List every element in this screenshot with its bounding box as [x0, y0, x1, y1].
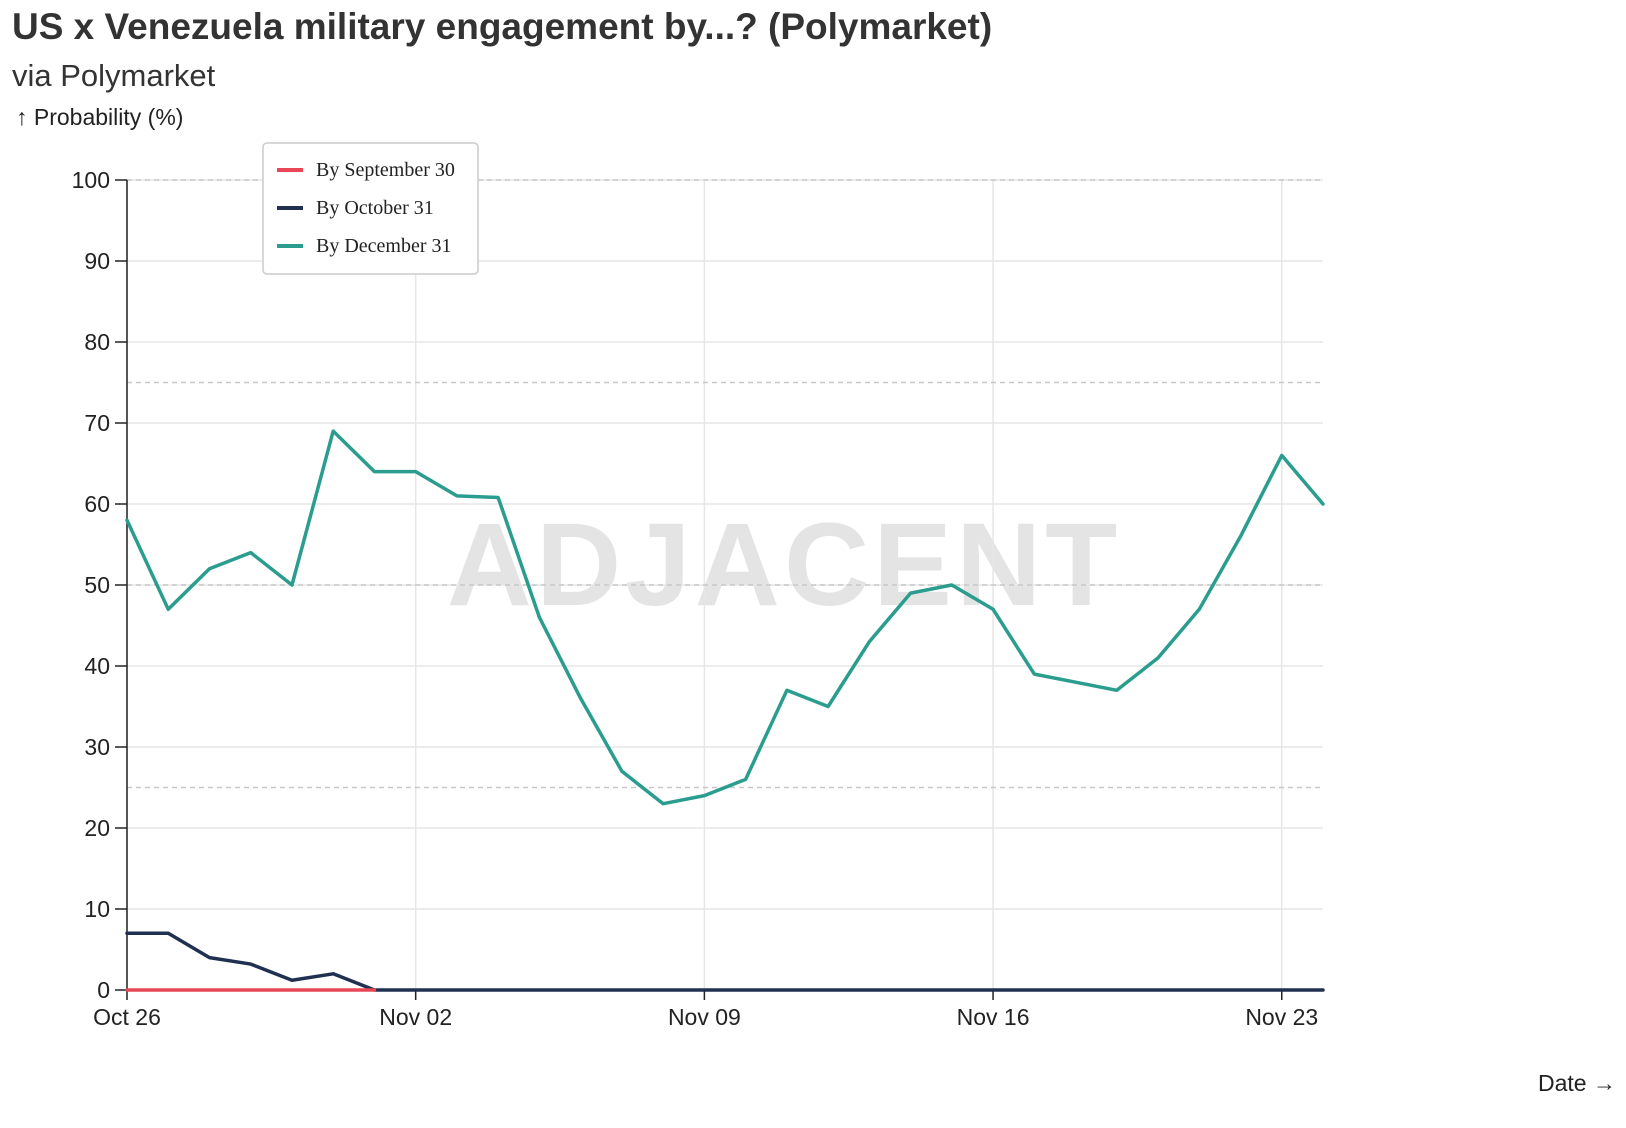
x-tick-label: Nov 09 [668, 1004, 741, 1030]
y-axis-label: ↑ Probability (%) [16, 104, 184, 130]
x-tick-label: Nov 16 [957, 1004, 1030, 1030]
x-tick-label: Nov 23 [1245, 1004, 1318, 1030]
y-tick-label: 60 [84, 491, 110, 517]
y-tick-label: 0 [97, 977, 110, 1003]
x-axis-label: Date → [1538, 1070, 1616, 1096]
legend-label: By December 31 [316, 235, 452, 257]
legend-box [262, 142, 479, 275]
y-tick-label: 100 [72, 167, 110, 193]
chart-title: US x Venezuela military engagement by...… [12, 6, 993, 47]
legend-label: By October 31 [316, 197, 434, 219]
y-tick-label: 20 [84, 815, 110, 841]
x-tick-label: Nov 02 [379, 1004, 452, 1030]
series-line-by-december-31 [125, 429, 1325, 806]
y-tick-label: 10 [84, 896, 110, 922]
y-tick-label: 30 [84, 734, 110, 760]
chart-subtitle: via Polymarket [12, 58, 216, 93]
y-tick-label: 70 [84, 410, 110, 436]
y-tick-label: 90 [84, 248, 110, 274]
x-tick-label: Oct 26 [93, 1004, 161, 1030]
y-tick-label: 80 [84, 329, 110, 355]
watermark-text: ADJACENT [447, 499, 1122, 631]
series-line-by-october-31 [125, 931, 1325, 992]
y-tick-label: 50 [84, 572, 110, 598]
y-tick-label: 40 [84, 653, 110, 679]
legend-label: By September 30 [316, 159, 455, 181]
